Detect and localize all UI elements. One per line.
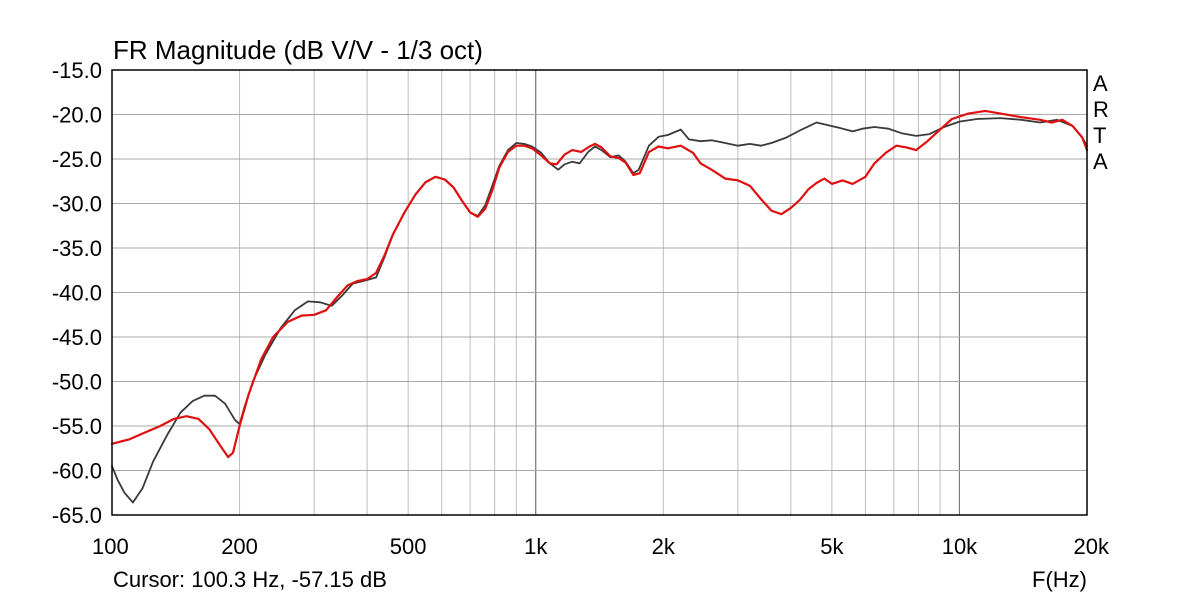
x-tick-label: 10k xyxy=(942,534,978,559)
series-line-2 xyxy=(110,109,1089,459)
y-tick-label: -30.0 xyxy=(52,192,102,217)
series-line-1 xyxy=(111,117,1088,504)
x-tick-label: 5k xyxy=(820,534,844,559)
y-tick-label: -60.0 xyxy=(52,459,102,484)
arta-letter: T xyxy=(1093,123,1106,148)
x-tick-label: 500 xyxy=(390,534,427,559)
x-tick-label: 200 xyxy=(221,534,258,559)
y-tick-label: -25.0 xyxy=(52,147,102,172)
y-tick-label: -15.0 xyxy=(52,58,102,83)
y-tick-label: -40.0 xyxy=(52,281,102,306)
x-tick-label: 2k xyxy=(652,534,676,559)
y-tick-label: -50.0 xyxy=(52,370,102,395)
cursor-readout: Cursor: 100.3 Hz, -57.15 dB xyxy=(113,567,387,592)
grid xyxy=(112,70,1087,515)
x-axis-label: F(Hz) xyxy=(1032,567,1087,592)
x-tick-label: 1k xyxy=(524,534,548,559)
plot-frame xyxy=(111,69,1088,516)
y-tick-label: -45.0 xyxy=(52,325,102,350)
x-axis-ticks: 100 200 500 1k 2k 5k 10k 20k xyxy=(92,534,1110,559)
series-layer xyxy=(110,109,1089,504)
arta-letter: R xyxy=(1093,97,1109,122)
chart-title: FR Magnitude (dB V/V - 1/3 oct) xyxy=(113,35,483,65)
y-tick-label: -20.0 xyxy=(52,103,102,128)
y-tick-label: -65.0 xyxy=(52,503,102,528)
y-axis-ticks: -15.0 -20.0 -25.0 -30.0 -35.0 -40.0 -45.0 -50.0… xyxy=(52,58,102,528)
x-tick-label: 20k xyxy=(1074,534,1110,559)
arta-letter: A xyxy=(1093,149,1108,174)
x-tick-label: 100 xyxy=(92,534,129,559)
y-tick-label: -55.0 xyxy=(52,414,102,439)
y-tick-label: -35.0 xyxy=(52,236,102,261)
arta-letter: A xyxy=(1093,71,1108,96)
